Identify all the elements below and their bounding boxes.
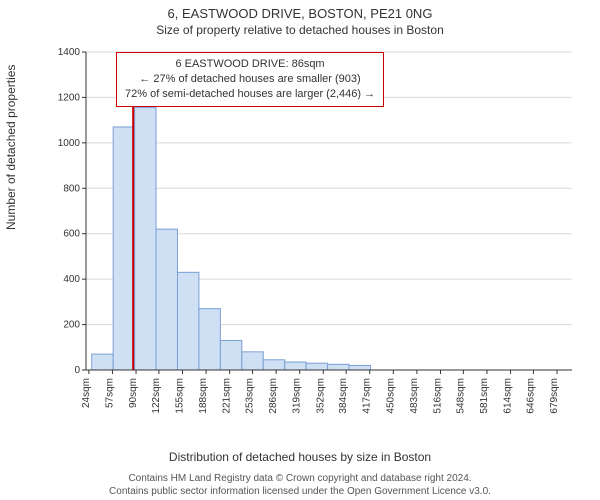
svg-text:483sqm: 483sqm	[409, 378, 420, 414]
svg-text:200: 200	[63, 320, 80, 331]
page-title: 6, EASTWOOD DRIVE, BOSTON, PE21 0NG	[0, 0, 600, 21]
annotation-line-3: 72% of semi-detached houses are larger (…	[125, 87, 375, 102]
svg-text:384sqm: 384sqm	[338, 378, 349, 414]
svg-text:800: 800	[63, 183, 80, 194]
svg-text:548sqm: 548sqm	[455, 378, 466, 414]
svg-text:1200: 1200	[58, 92, 80, 103]
svg-text:352sqm: 352sqm	[315, 378, 326, 414]
svg-text:614sqm: 614sqm	[503, 378, 514, 414]
chart-area: 0 200 400 600 800 1000 1200 1400 24sqm 57sqm 90sqm…	[58, 48, 578, 418]
svg-text:188sqm: 188sqm	[198, 378, 209, 414]
page-subtitle: Size of property relative to detached ho…	[0, 21, 600, 41]
svg-text:319sqm: 319sqm	[292, 378, 303, 414]
annotation-line-2: ← 27% of detached houses are smaller (90…	[125, 72, 375, 87]
svg-text:679sqm: 679sqm	[549, 378, 560, 414]
svg-text:516sqm: 516sqm	[432, 378, 443, 414]
page: 6, EASTWOOD DRIVE, BOSTON, PE21 0NG Size…	[0, 0, 600, 500]
svg-text:1400: 1400	[58, 48, 80, 58]
svg-text:646sqm: 646sqm	[525, 378, 536, 414]
svg-text:122sqm: 122sqm	[151, 378, 162, 414]
annotation-box: 6 EASTWOOD DRIVE: 86sqm ← 27% of detache…	[116, 52, 384, 107]
svg-text:581sqm: 581sqm	[479, 378, 490, 414]
svg-text:155sqm: 155sqm	[174, 378, 185, 414]
x-axis-label: Distribution of detached houses by size …	[0, 450, 600, 464]
footer-line-1: Contains HM Land Registry data © Crown c…	[0, 472, 600, 485]
svg-text:253sqm: 253sqm	[245, 378, 256, 414]
footer-line-2: Contains public sector information licen…	[0, 485, 600, 498]
svg-text:57sqm: 57sqm	[104, 378, 115, 408]
svg-text:24sqm: 24sqm	[81, 378, 92, 408]
footer: Contains HM Land Registry data © Crown c…	[0, 472, 600, 498]
svg-text:450sqm: 450sqm	[385, 378, 396, 414]
svg-text:600: 600	[63, 229, 80, 240]
annotation-line-1: 6 EASTWOOD DRIVE: 86sqm	[125, 57, 375, 72]
svg-text:400: 400	[63, 274, 80, 285]
svg-text:1000: 1000	[58, 138, 80, 149]
svg-text:417sqm: 417sqm	[362, 378, 373, 414]
svg-text:0: 0	[74, 365, 80, 376]
y-axis-label: Number of detached properties	[4, 65, 18, 230]
svg-text:221sqm: 221sqm	[222, 378, 233, 414]
svg-text:286sqm: 286sqm	[268, 378, 279, 414]
svg-text:90sqm: 90sqm	[128, 378, 139, 408]
